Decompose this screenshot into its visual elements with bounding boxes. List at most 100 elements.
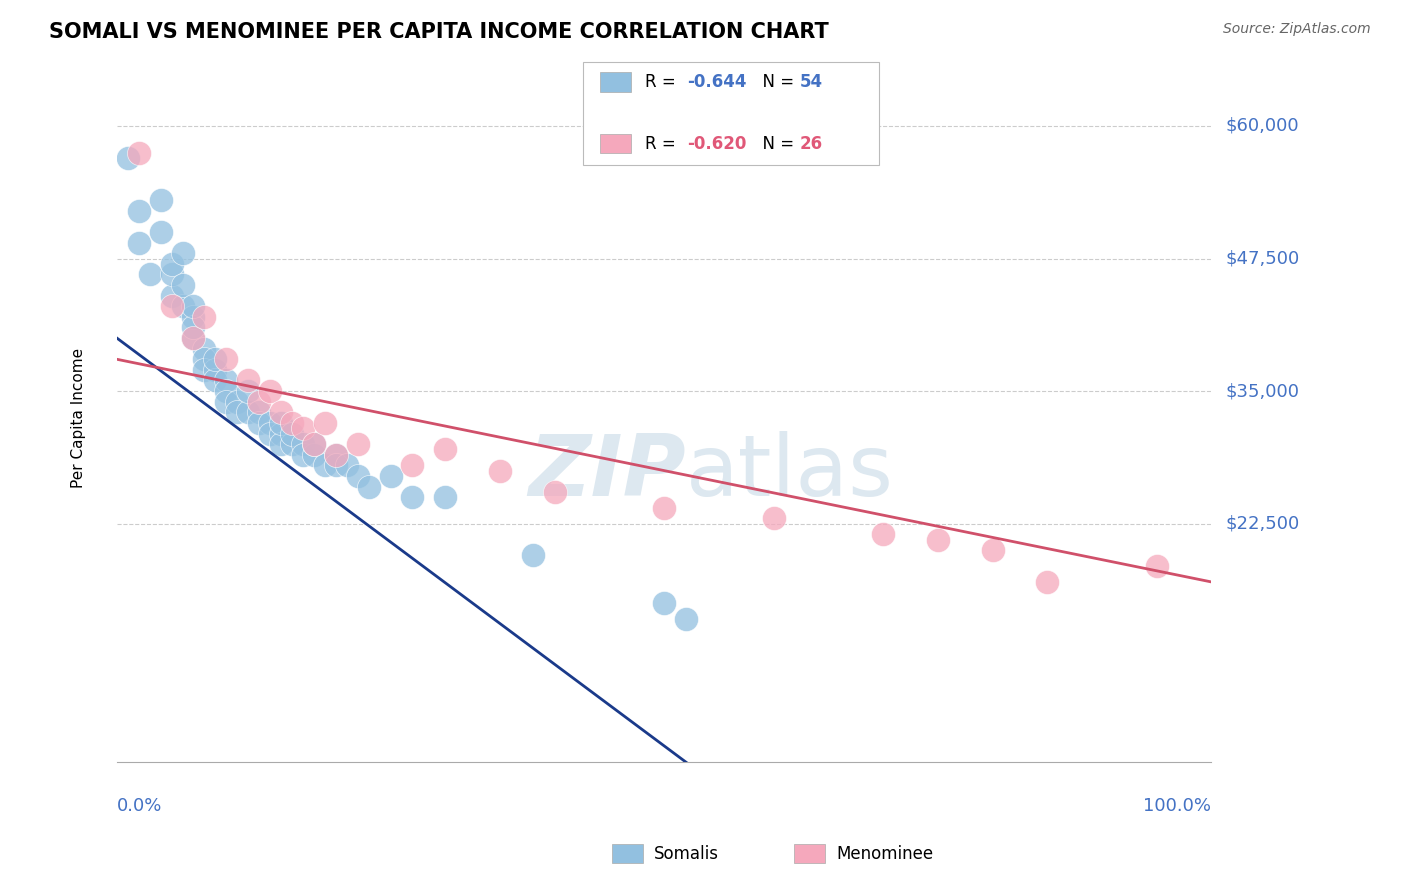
Point [238, 384, 260, 398]
Text: 0.0%: 0.0% [117, 797, 162, 814]
Point [291, 437, 314, 451]
Text: R =: R = [645, 135, 682, 153]
Point [138, 268, 160, 282]
Text: 54: 54 [800, 73, 823, 91]
Point [270, 416, 292, 430]
Point [172, 299, 194, 313]
Point [215, 352, 238, 367]
Point [204, 363, 226, 377]
Point [226, 394, 249, 409]
Point [489, 464, 512, 478]
Point [238, 405, 260, 419]
Point [325, 448, 347, 462]
Point [281, 416, 304, 430]
Point [380, 469, 402, 483]
Point [183, 310, 205, 324]
Text: SOMALI VS MENOMINEE PER CAPITA INCOME CORRELATION CHART: SOMALI VS MENOMINEE PER CAPITA INCOME CO… [49, 22, 830, 42]
Point [325, 448, 347, 462]
Text: -0.620: -0.620 [688, 135, 747, 153]
Point [302, 437, 325, 451]
Point [1036, 574, 1059, 589]
Text: -0.644: -0.644 [688, 73, 747, 91]
Text: 26: 26 [800, 135, 823, 153]
Point [226, 405, 249, 419]
Point [215, 374, 238, 388]
Point [270, 437, 292, 451]
Point [434, 490, 457, 504]
Point [522, 549, 544, 563]
Text: $47,500: $47,500 [1226, 250, 1299, 268]
Point [149, 193, 172, 207]
Point [434, 442, 457, 457]
Point [247, 405, 270, 419]
Text: N =: N = [752, 73, 800, 91]
Text: Menominee: Menominee [837, 845, 934, 863]
Point [325, 458, 347, 473]
Point [675, 612, 697, 626]
Point [193, 310, 215, 324]
Text: $35,000: $35,000 [1226, 382, 1299, 401]
Text: ZIP: ZIP [529, 431, 686, 515]
Point [281, 437, 304, 451]
Text: $22,500: $22,500 [1226, 515, 1299, 533]
Point [291, 448, 314, 462]
Point [172, 246, 194, 260]
Point [302, 437, 325, 451]
Point [160, 268, 183, 282]
Point [281, 426, 304, 441]
Point [160, 299, 183, 313]
Point [259, 384, 281, 398]
Point [314, 416, 336, 430]
Point [215, 384, 238, 398]
Point [183, 299, 205, 313]
Point [1146, 559, 1168, 574]
Text: 100.0%: 100.0% [1143, 797, 1212, 814]
Point [259, 426, 281, 441]
Point [128, 145, 150, 160]
Point [128, 203, 150, 218]
Text: R =: R = [645, 73, 682, 91]
Point [762, 511, 785, 525]
Point [238, 374, 260, 388]
Point [927, 533, 949, 547]
Point [981, 543, 1004, 558]
Point [872, 527, 894, 541]
Point [302, 448, 325, 462]
Point [336, 458, 359, 473]
Point [128, 235, 150, 250]
Point [193, 342, 215, 356]
Point [183, 331, 205, 345]
Text: $60,000: $60,000 [1226, 117, 1299, 135]
Point [149, 225, 172, 239]
Point [314, 458, 336, 473]
Point [204, 374, 226, 388]
Text: atlas: atlas [686, 431, 894, 515]
Point [247, 394, 270, 409]
Point [270, 426, 292, 441]
Point [357, 479, 380, 493]
Point [193, 352, 215, 367]
Text: Source: ZipAtlas.com: Source: ZipAtlas.com [1223, 22, 1371, 37]
Text: N =: N = [752, 135, 800, 153]
Point [160, 257, 183, 271]
Point [401, 458, 423, 473]
Point [183, 320, 205, 334]
Text: Per Capita Income: Per Capita Income [72, 348, 86, 488]
Point [652, 596, 675, 610]
Point [172, 278, 194, 293]
Point [215, 394, 238, 409]
Point [652, 500, 675, 515]
Point [346, 437, 368, 451]
Point [544, 484, 567, 499]
Point [346, 469, 368, 483]
Point [117, 151, 139, 165]
Point [183, 331, 205, 345]
Point [160, 288, 183, 302]
Point [270, 405, 292, 419]
Point [247, 416, 270, 430]
Point [259, 416, 281, 430]
Point [291, 421, 314, 435]
Point [193, 363, 215, 377]
Point [401, 490, 423, 504]
Text: Somalis: Somalis [654, 845, 718, 863]
